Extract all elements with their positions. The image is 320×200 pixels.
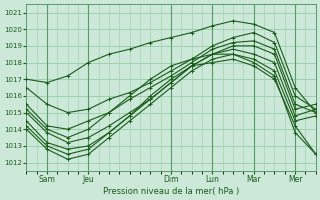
X-axis label: Pression niveau de la mer( hPa ): Pression niveau de la mer( hPa ) <box>103 187 239 196</box>
